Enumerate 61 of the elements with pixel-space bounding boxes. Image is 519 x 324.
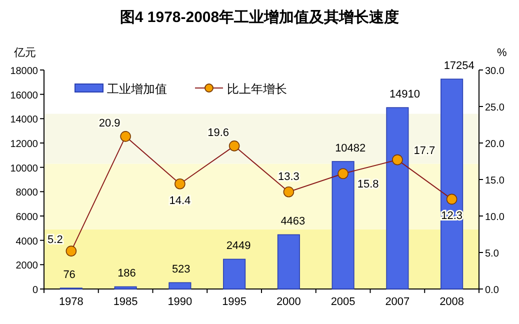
data-label: 17.7 — [414, 144, 436, 157]
data-label: 14.4 — [169, 194, 191, 207]
data-label: 19.6 — [208, 126, 230, 139]
y-tick-label: 4000 — [16, 236, 38, 248]
y2-tick-label: 30.0 — [485, 66, 505, 77]
x-tick-label: 1985 — [113, 296, 138, 308]
point — [392, 154, 403, 166]
data-label: 523 — [172, 264, 190, 276]
y2-tick-label: 0.0 — [485, 285, 500, 296]
y2-tick-label: 25.0 — [485, 102, 505, 114]
bar — [332, 161, 354, 290]
x-tick-label: 2005 — [330, 296, 356, 308]
y2-tick-label: 5.0 — [485, 248, 500, 260]
y-tick-label: 12000 — [10, 139, 38, 150]
point — [338, 168, 348, 180]
data-label: 10482 — [335, 142, 366, 154]
data-label: 12.3 — [441, 210, 463, 222]
data-label: 20.9 — [98, 117, 120, 130]
point — [66, 246, 77, 256]
y2-tick-label: 20.0 — [485, 139, 505, 150]
data-label: 2449 — [226, 240, 251, 252]
chart-title: 图4 1978-2008年工业增加值及其增长速度 — [120, 8, 400, 26]
y-tick-label: 10000 — [10, 163, 38, 174]
legend-label: 工业增加值 — [107, 82, 167, 96]
data-label: 13.3 — [278, 170, 300, 183]
point — [174, 178, 186, 190]
data-label: 5.2 — [48, 234, 63, 246]
y2-tick-label: 15.0 — [485, 176, 505, 186]
bar — [168, 282, 192, 290]
x-tick-label: 1990 — [168, 296, 192, 308]
x-tick-label: 2000 — [276, 296, 301, 308]
x-tick-label: 1978 — [58, 296, 84, 308]
y-tick-label: 0 — [32, 285, 38, 296]
point — [120, 131, 131, 142]
x-tick-label: 1995 — [222, 296, 247, 308]
bar — [277, 234, 300, 290]
legend-label: 比上年增长 — [227, 82, 287, 96]
y-axis-title: 亿元 — [13, 47, 36, 59]
y2-tick-label: 10.0 — [485, 212, 505, 223]
data-label: 17254 — [444, 60, 474, 72]
y-tick-label: 8000 — [16, 188, 38, 199]
data-label: 15.8 — [357, 178, 379, 191]
point — [228, 140, 240, 152]
y-tick-label: 14000 — [10, 114, 38, 126]
data-label: 186 — [118, 268, 136, 280]
y-tick-label: 2000 — [16, 260, 38, 272]
data-label: 4463 — [280, 216, 306, 228]
point — [446, 194, 458, 205]
x-tick-label: 2007 — [385, 296, 410, 308]
y2-axis-title: % — [497, 47, 507, 59]
bar — [114, 286, 137, 290]
point — [283, 186, 294, 198]
y-tick-label: 16000 — [10, 90, 38, 102]
bar — [440, 78, 464, 290]
y-tick-label: 18000 — [10, 66, 38, 77]
data-label: 14910 — [389, 88, 420, 101]
y-tick-label: 6000 — [16, 212, 38, 223]
x-tick-label: 2008 — [440, 296, 464, 308]
bar — [386, 107, 409, 290]
data-label: 76 — [63, 269, 76, 282]
bar — [223, 258, 246, 290]
